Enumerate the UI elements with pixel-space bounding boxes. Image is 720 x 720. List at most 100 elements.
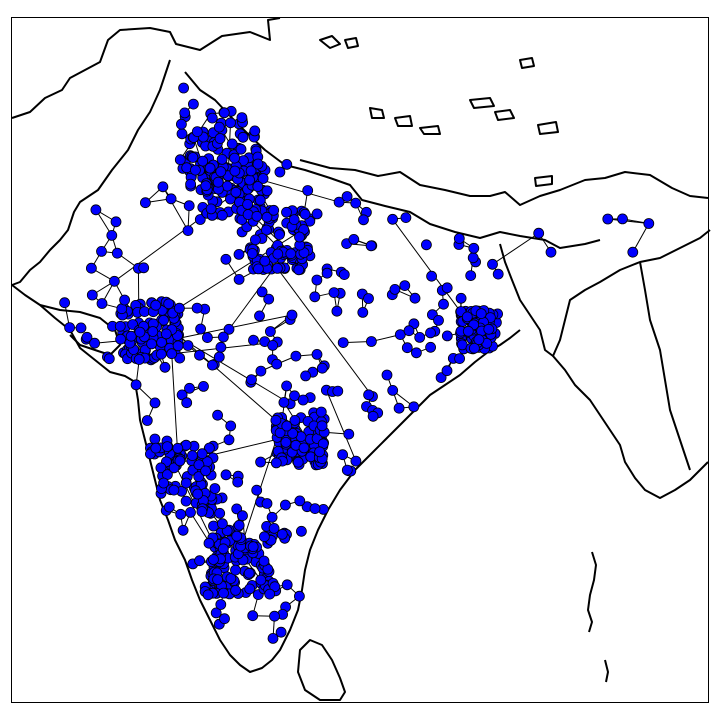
station-node xyxy=(278,396,290,408)
station-node xyxy=(465,270,477,282)
station-node xyxy=(269,610,280,622)
tibet-lake-6 xyxy=(469,97,495,109)
station-node xyxy=(213,351,225,363)
station-node xyxy=(252,158,264,170)
station-node xyxy=(533,227,545,239)
himalaya-border xyxy=(299,159,709,206)
station-node xyxy=(468,242,480,254)
station-node xyxy=(348,233,360,245)
station-node xyxy=(168,462,180,474)
station-node xyxy=(193,471,205,483)
station-node xyxy=(263,293,275,305)
station-node xyxy=(223,434,235,446)
station-node xyxy=(225,573,237,584)
station-node xyxy=(408,401,420,413)
station-node xyxy=(174,455,186,467)
station-node xyxy=(187,152,199,163)
station-node xyxy=(267,633,279,644)
station-node xyxy=(387,213,399,225)
station-node xyxy=(333,196,345,208)
station-node xyxy=(475,308,487,320)
station-node xyxy=(138,262,150,274)
station-node xyxy=(149,397,161,409)
station-node xyxy=(358,214,369,226)
station-node xyxy=(337,337,349,349)
station-node xyxy=(545,246,557,258)
station-node xyxy=(254,310,265,322)
station-node xyxy=(242,209,254,220)
station-node xyxy=(316,420,328,432)
station-node xyxy=(293,590,305,602)
station-node xyxy=(401,342,413,354)
station-node xyxy=(292,456,304,468)
station-node xyxy=(182,225,194,237)
station-node xyxy=(252,181,264,192)
station-node xyxy=(297,394,309,406)
station-node xyxy=(223,323,235,335)
station-node xyxy=(215,341,227,353)
station-node xyxy=(249,234,261,246)
station-node xyxy=(165,193,177,205)
station-node xyxy=(230,585,242,596)
station-node xyxy=(193,459,205,471)
station-node xyxy=(175,118,187,130)
station-node xyxy=(203,442,215,454)
station-node xyxy=(314,446,326,458)
station-node xyxy=(231,530,243,542)
network-edge xyxy=(277,268,373,397)
station-node xyxy=(176,128,188,140)
station-node xyxy=(233,248,245,260)
andaman-islands-2 xyxy=(604,659,609,683)
station-node xyxy=(247,610,259,622)
station-node xyxy=(163,298,175,310)
station-node xyxy=(299,208,311,220)
station-node xyxy=(257,173,269,184)
station-node xyxy=(268,204,280,216)
station-node xyxy=(194,214,206,225)
station-node xyxy=(173,302,185,314)
station-node xyxy=(256,286,268,298)
station-node xyxy=(420,239,432,251)
station-node xyxy=(89,337,100,349)
station-node xyxy=(203,537,215,549)
station-node xyxy=(435,372,447,384)
station-node xyxy=(272,248,284,260)
tibet-lake-9 xyxy=(519,57,535,69)
station-node xyxy=(487,258,498,270)
station-node xyxy=(399,280,411,292)
station-node xyxy=(196,506,208,517)
station-node xyxy=(280,436,292,448)
network-edge xyxy=(632,223,650,253)
station-node xyxy=(184,382,195,394)
station-node xyxy=(363,293,374,304)
station-node xyxy=(260,224,272,236)
station-node xyxy=(244,583,256,595)
station-node xyxy=(204,162,216,174)
station-node xyxy=(270,414,282,426)
station-node xyxy=(255,365,267,377)
station-node xyxy=(201,332,213,344)
station-node xyxy=(166,348,178,360)
station-node xyxy=(269,581,281,593)
station-node xyxy=(247,541,259,553)
station-node xyxy=(134,326,146,338)
station-node xyxy=(363,389,375,401)
station-node xyxy=(249,125,261,137)
tibet-lake-7 xyxy=(494,109,515,121)
station-node xyxy=(281,380,293,392)
station-node xyxy=(186,450,198,462)
station-node xyxy=(365,240,377,252)
station-node xyxy=(160,328,172,340)
station-node xyxy=(119,294,130,306)
station-node xyxy=(409,292,421,304)
station-node xyxy=(243,567,255,579)
station-node xyxy=(64,322,75,334)
india-coastline xyxy=(11,284,521,673)
station-node xyxy=(125,330,137,342)
station-node xyxy=(338,269,350,281)
station-node xyxy=(210,607,222,619)
station-node xyxy=(357,306,369,318)
station-node xyxy=(258,555,270,567)
